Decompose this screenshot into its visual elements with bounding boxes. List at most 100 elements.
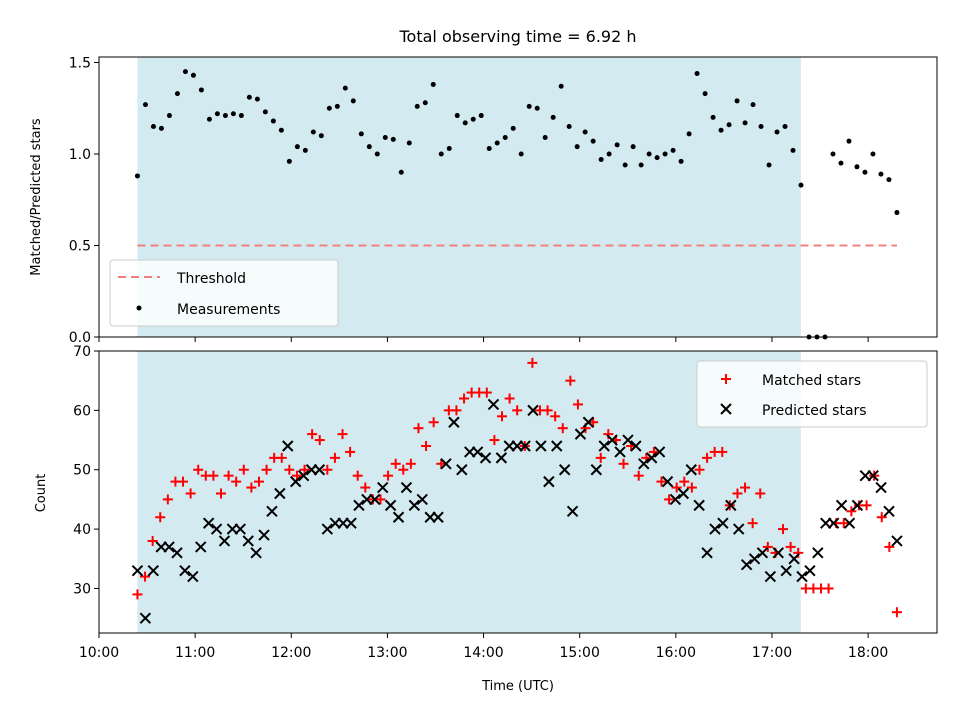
measurement-point [774,129,780,135]
bottom-legend-box [696,360,928,428]
predicted-star-point [416,493,428,506]
matched-star-point [489,435,500,446]
predicted-star-point [804,564,816,577]
predicted-star-point [772,547,784,559]
measurement-point [302,147,308,153]
measurement-point [270,118,276,124]
measurement-point [278,127,284,133]
matched-star-point [755,488,766,499]
measurement-point [358,131,364,137]
predicted-star-point [582,416,595,428]
matched-star-point [284,464,295,475]
bottom-y-tick-label: 40 [73,522,91,538]
predicted-star-point [543,475,555,488]
top-panel: Total observing time = 6.92 h Matched/Pr… [29,27,938,346]
predicted-star-point [432,511,444,523]
measurement-point [246,94,252,100]
matched-star-point [512,405,523,416]
predicted-star-point [764,570,777,583]
bottom-x-ticks: 10:00 11:00 12:00 13:00 14:00 15:00 16:00 17:00… [79,633,888,661]
measurement-point [622,162,628,168]
predicted-star-point [756,547,769,559]
measurement-point [374,151,380,157]
measurement-point [182,69,188,75]
measurement-point [478,113,484,119]
predicted-star-point [179,564,191,577]
measurement-point [534,105,540,111]
measurement-point [286,158,292,164]
matched-star-point [846,506,857,517]
predicted-star-point [851,499,864,512]
bottom-y-tick-label: 30 [73,581,91,597]
predicted-star-point [376,481,389,494]
measurements-legend-label: Measurements [177,302,280,318]
predicted-star-point [266,505,278,518]
matched-star-point [778,524,789,535]
predicted-star-point [883,505,895,518]
measurement-point [606,151,612,157]
matched-star-point [861,500,872,511]
matched-star-point [246,482,257,493]
bottom-shaded-region [137,351,801,633]
measurement-point [766,162,772,168]
measurement-point [614,142,620,148]
predicted-star-point [630,440,642,452]
predicted-star-point [875,481,887,494]
predicted-star-point [717,517,729,529]
predicted-star-point [479,452,492,464]
measurement-point [734,98,740,104]
predicted-star-point [653,446,666,458]
matched-star-point [793,547,804,558]
matched-star-point [178,476,189,487]
predicted-star-point [796,570,808,583]
measurement-point [406,140,412,146]
measurement-point [342,85,348,91]
predicted-star-point [289,475,302,488]
matched-star-point [633,470,644,481]
top-y-axis-label: Matched/Predicted stars [29,118,44,276]
bottom-y-ticks: 30 40 50 60 70 [73,344,99,597]
predicted-star-point [218,535,231,547]
predicted-legend-swatch [720,403,732,415]
measurement-point [382,135,388,141]
matched-star-point [140,571,151,582]
measurement-point [670,147,676,153]
bottom-x-tick-label: 16:00 [656,645,696,661]
threshold-legend-label: Threshold [176,271,246,287]
matched-star-point [322,464,333,475]
predicted-star-point [171,547,183,559]
matched-star-point [497,411,508,422]
matched-star-point [421,440,432,451]
predicted-star-point [669,493,682,506]
matched-star-point [762,541,773,552]
matched-star-point [276,452,287,463]
predicted-star-point [558,464,571,476]
measurement-point [238,113,244,119]
matched-star-point [550,411,561,422]
measurement-point [310,129,316,135]
matched-star-point [314,435,325,446]
measurement-point [574,144,580,150]
predicted-star-point [448,416,460,428]
predicted-star-point [622,434,634,446]
predicted-star-point [258,529,270,541]
predicted-star-point [234,523,247,535]
predicted-star-point [574,428,587,440]
predicted-star-point [282,440,294,452]
measurement-point [326,105,332,111]
matched-star-point [679,476,690,487]
measurement-point [438,151,444,157]
matched-star-point [398,464,409,475]
matched-star-point [671,482,682,493]
matched-star-point [193,464,204,475]
predicted-star-point [519,440,531,452]
matched-star-point [618,458,629,469]
matched-star-point [383,470,394,481]
measurement-point [470,116,476,122]
measurement-point [198,87,204,93]
predicted-star-point [835,499,848,512]
measurement-point [566,124,572,130]
matched-star-point [185,488,196,499]
matched-star-point [231,476,242,487]
matched-star-point [884,541,895,552]
